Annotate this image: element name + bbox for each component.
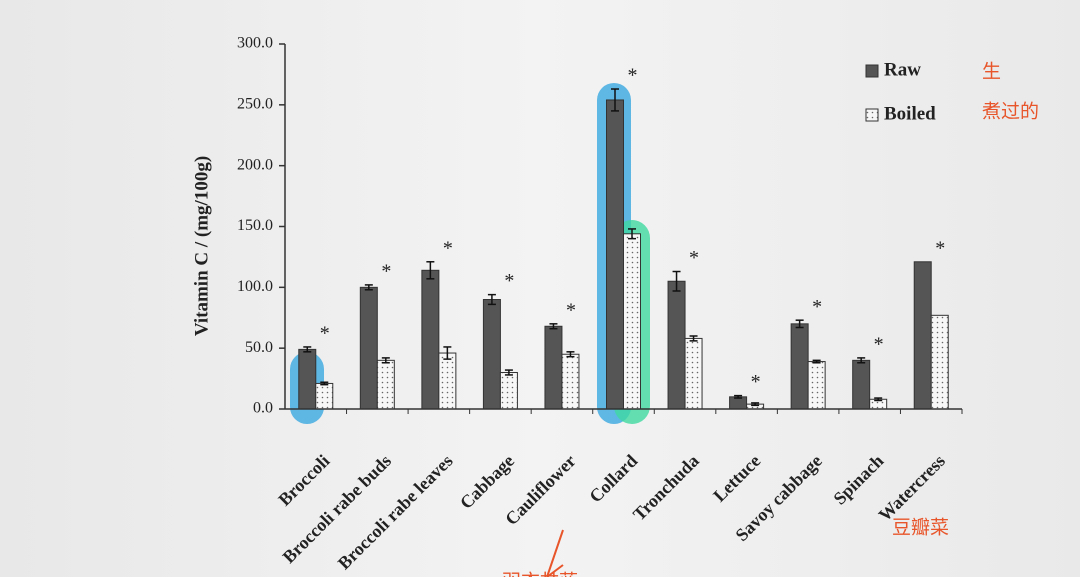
error-bar xyxy=(504,369,513,376)
error-bar xyxy=(303,346,312,353)
error-bar xyxy=(381,357,390,364)
significance-marker: * xyxy=(628,65,638,87)
significance-marker: * xyxy=(874,333,884,355)
significance-marker: * xyxy=(381,260,391,282)
legend-swatch xyxy=(865,108,879,122)
bar xyxy=(667,280,686,410)
bar xyxy=(807,361,826,410)
y-tick-label: 200.0 xyxy=(237,156,273,173)
bar xyxy=(376,359,395,410)
error-bar xyxy=(320,381,329,386)
y-tick-label: 100.0 xyxy=(237,278,273,295)
error-bar xyxy=(751,402,760,407)
error-bar xyxy=(628,228,636,240)
significance-marker: * xyxy=(751,371,761,393)
error-bar xyxy=(795,319,804,329)
significance-marker: * xyxy=(443,237,453,259)
bar xyxy=(315,382,334,410)
y-tick-label: 250.0 xyxy=(237,96,273,113)
error-bar xyxy=(611,88,619,112)
error-bar xyxy=(487,293,496,306)
y-tick-label: 300.0 xyxy=(237,35,273,52)
error-bar xyxy=(689,335,698,342)
error-bar xyxy=(566,351,575,358)
y-tick-label: 150.0 xyxy=(237,217,273,234)
bar xyxy=(623,233,641,410)
error-bar xyxy=(874,397,883,402)
legend-label: Boiled xyxy=(884,103,936,124)
bar xyxy=(359,286,378,410)
significance-marker: * xyxy=(689,247,699,269)
bar xyxy=(298,348,317,410)
error-bar xyxy=(857,357,866,364)
error-bar xyxy=(812,359,821,364)
significance-marker: * xyxy=(504,270,514,292)
error-bar xyxy=(734,394,743,399)
bar xyxy=(606,99,624,410)
legend-label: Raw xyxy=(884,59,921,80)
bar xyxy=(544,325,563,410)
bar xyxy=(438,352,457,410)
legend-swatch xyxy=(865,64,879,78)
annotation: 豆瓣菜 xyxy=(892,517,949,539)
error-bar xyxy=(364,284,373,291)
bar xyxy=(684,337,703,410)
y-tick-label: 50.0 xyxy=(245,339,273,356)
y-axis-title: Vitamin C / (mg/100g) xyxy=(191,156,212,336)
arrow xyxy=(546,529,564,577)
bar xyxy=(913,261,932,410)
error-bar xyxy=(672,270,681,292)
bar xyxy=(852,359,871,410)
bar xyxy=(930,314,949,410)
bar xyxy=(421,269,440,410)
annotation: 羽衣甘蓝 xyxy=(502,571,578,577)
bar xyxy=(561,353,580,410)
bar xyxy=(499,372,518,410)
error-bar xyxy=(443,346,452,360)
arrow xyxy=(546,564,564,577)
bar xyxy=(482,299,501,410)
bar xyxy=(790,323,809,410)
annotation: 生 xyxy=(982,61,1001,83)
annotation: 煮过的 xyxy=(982,101,1039,123)
error-bar xyxy=(426,261,435,280)
significance-marker: * xyxy=(935,237,945,259)
y-tick-label: 0.0 xyxy=(253,400,273,417)
significance-marker: * xyxy=(812,296,822,318)
significance-marker: * xyxy=(320,323,330,345)
significance-marker: * xyxy=(566,299,576,321)
error-bar xyxy=(549,323,558,330)
